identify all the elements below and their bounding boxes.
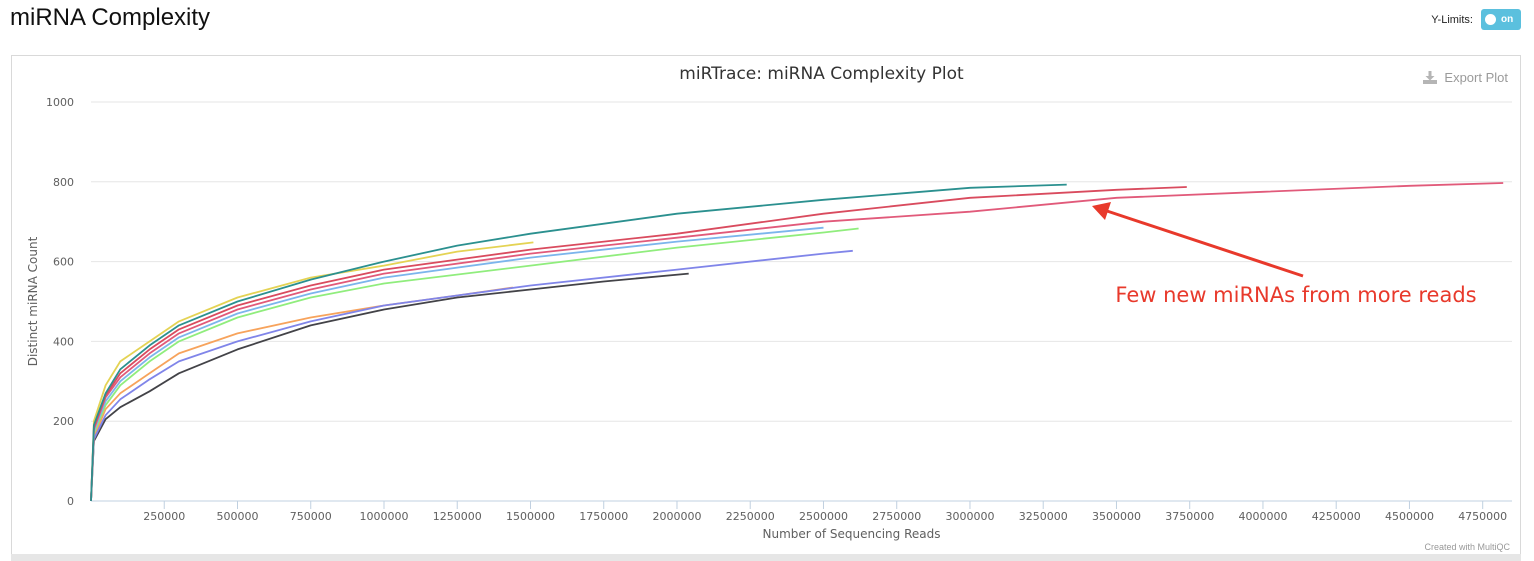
axes: 0 200 400 600 800 1000 250000 500000 750000 10000… bbox=[26, 64, 1512, 541]
y-limits-label: Y-Limits: bbox=[1431, 13, 1473, 26]
y-tick-label: 800 bbox=[53, 176, 74, 189]
download-icon bbox=[1423, 71, 1438, 84]
x-tick-label: 4500000 bbox=[1385, 510, 1434, 523]
x-tick-label: 3750000 bbox=[1165, 510, 1214, 523]
grid-lines bbox=[91, 101, 1512, 422]
x-tick-label: 3500000 bbox=[1092, 510, 1141, 523]
x-tick-label: 4000000 bbox=[1238, 510, 1287, 523]
page-title: miRNA Complexity bbox=[10, 4, 211, 31]
annotation-arrow-shaft bbox=[1106, 209, 1304, 278]
series-line-9 bbox=[90, 183, 1067, 502]
x-tick-label: 2500000 bbox=[799, 510, 848, 523]
y-limits-control: Y-Limits: on bbox=[1431, 9, 1521, 30]
x-tick-label: 1000000 bbox=[359, 510, 408, 523]
toggle-label: on bbox=[1501, 14, 1514, 25]
series-line-6 bbox=[90, 226, 824, 502]
x-axis-title: Number of Sequencing Reads bbox=[763, 527, 941, 541]
x-tick-label: 4750000 bbox=[1458, 510, 1507, 523]
annotation-text: Few new miRNAs from more reads bbox=[1115, 283, 1476, 307]
toggle-knob-icon bbox=[1485, 14, 1496, 25]
annotation-layer: Few new miRNAs from more reads bbox=[1092, 202, 1477, 307]
x-tick-label: 1500000 bbox=[506, 510, 555, 523]
series-line-7 bbox=[90, 182, 1504, 502]
scrollbar[interactable] bbox=[11, 554, 1521, 561]
x-tick-label: 1750000 bbox=[579, 510, 628, 523]
credit-text: Created with MultiQC bbox=[1424, 542, 1510, 552]
x-tick-label: 250000 bbox=[143, 510, 185, 523]
x-tick-label: 2000000 bbox=[652, 510, 701, 523]
series-line-1 bbox=[90, 272, 689, 502]
y-tick-label: 1000 bbox=[46, 96, 74, 109]
plot-container bbox=[11, 55, 1521, 555]
x-tick-label: 2250000 bbox=[726, 510, 775, 523]
x-tick-label: 500000 bbox=[216, 510, 258, 523]
export-plot-button[interactable]: Export Plot bbox=[1422, 70, 1508, 85]
y-tick-label: 200 bbox=[53, 415, 74, 428]
series-line-2 bbox=[90, 241, 534, 502]
x-tick-label: 3000000 bbox=[945, 510, 994, 523]
y-axis-title: Distinct miRNA Count bbox=[26, 236, 40, 366]
series-line-3 bbox=[90, 286, 514, 502]
export-plot-label: Export Plot bbox=[1444, 70, 1508, 85]
series-line-8 bbox=[90, 186, 1187, 502]
x-tick-label: 2750000 bbox=[872, 510, 921, 523]
series-lines bbox=[90, 182, 1504, 502]
y-limits-toggle[interactable]: on bbox=[1481, 9, 1521, 30]
x-tick-label: 1250000 bbox=[433, 510, 482, 523]
series-line-5 bbox=[90, 227, 859, 502]
x-tick-label: 3250000 bbox=[1019, 510, 1068, 523]
annotation-arrowhead bbox=[1092, 202, 1111, 220]
x-tick-label: 750000 bbox=[290, 510, 332, 523]
y-tick-label: 0 bbox=[67, 495, 74, 508]
x-tick-label: 4250000 bbox=[1312, 510, 1361, 523]
y-tick-label: 400 bbox=[53, 335, 74, 348]
chart-title: miRTrace: miRNA Complexity Plot bbox=[679, 64, 964, 84]
y-tick-label: 600 bbox=[53, 256, 74, 269]
series-line-4 bbox=[90, 249, 853, 502]
